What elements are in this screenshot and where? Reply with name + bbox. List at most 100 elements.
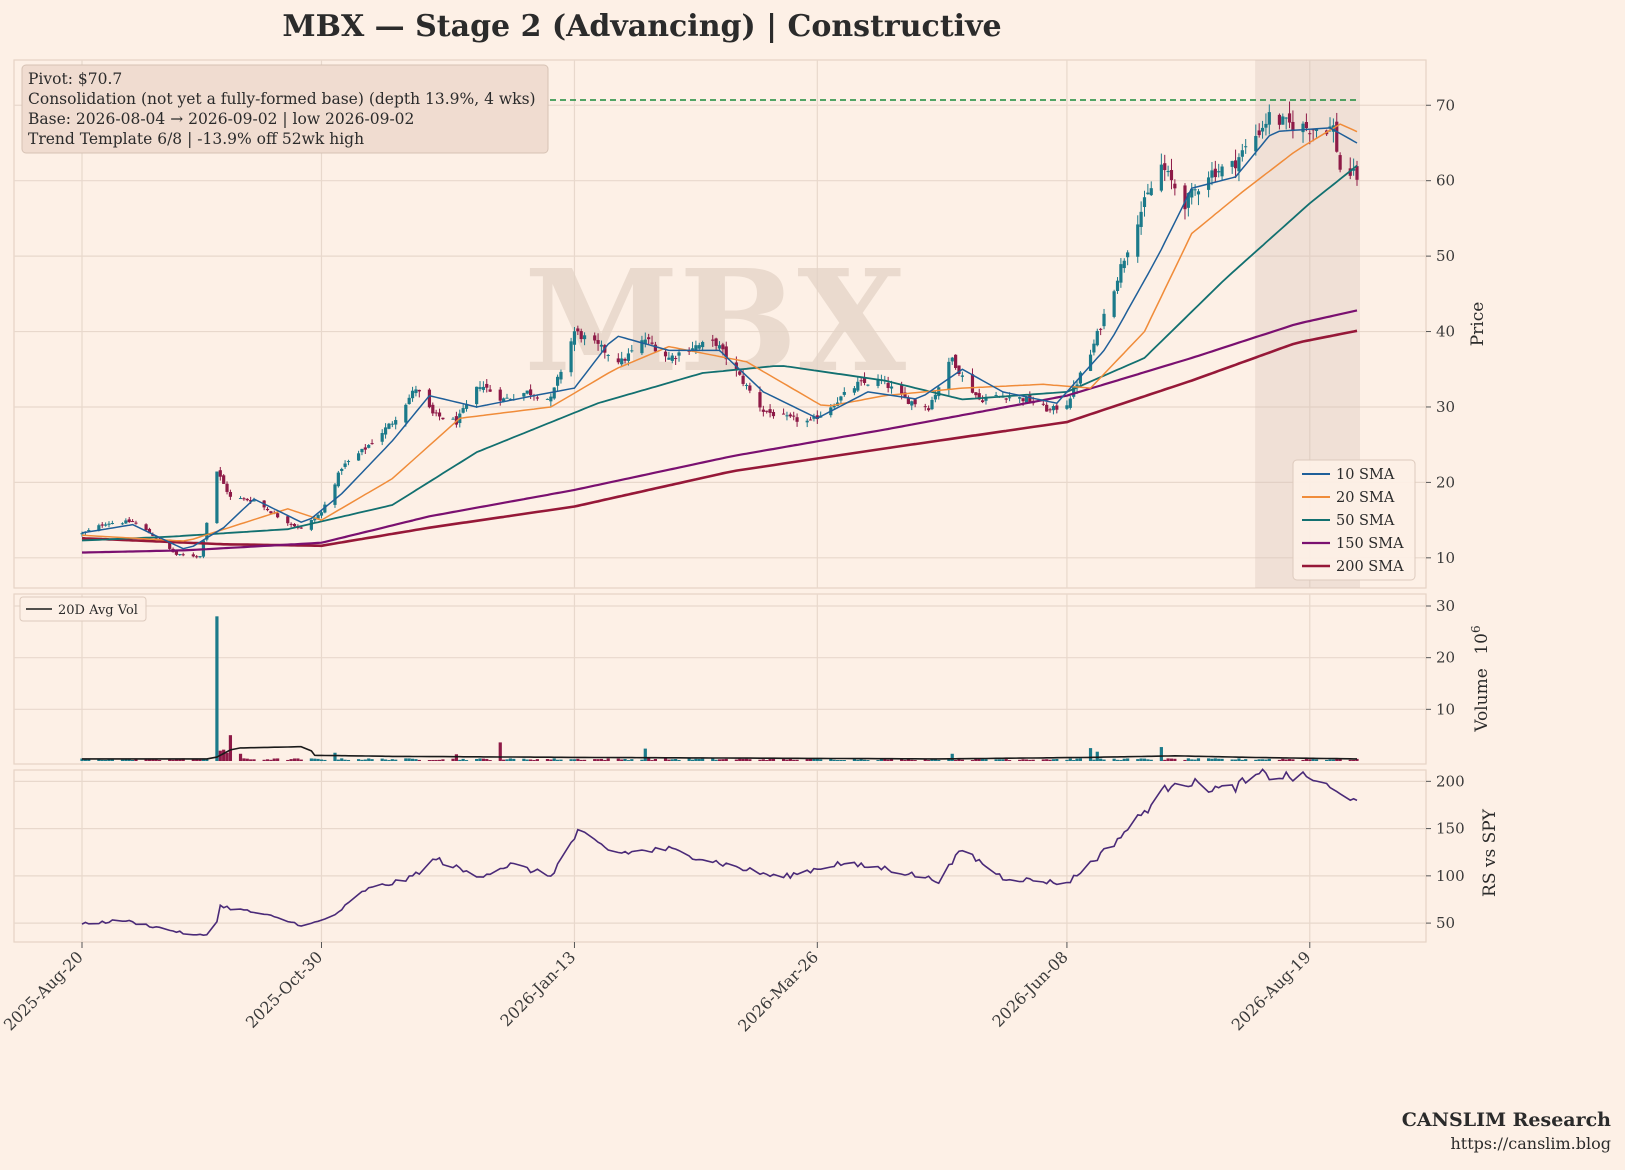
- volume-bar: [1126, 758, 1130, 761]
- candle-body: [120, 523, 125, 525]
- volume-bar: [559, 759, 563, 761]
- volume-bar: [1149, 759, 1153, 761]
- candle-body: [1092, 343, 1096, 353]
- candle-body: [427, 389, 432, 408]
- candle-body: [1007, 397, 1012, 399]
- volume-bar: [1048, 759, 1052, 761]
- volume-tick-label: 30: [1436, 597, 1455, 615]
- volume-bar: [670, 759, 674, 761]
- candle-body: [596, 340, 600, 344]
- volume-bar: [1007, 760, 1012, 761]
- volume-bar: [579, 759, 583, 761]
- volume-bar: [110, 758, 114, 761]
- candle-body: [765, 410, 769, 412]
- volume-bar: [1352, 759, 1356, 761]
- candle-body: [667, 357, 671, 360]
- candle-body: [1065, 405, 1069, 409]
- candle-body: [87, 530, 91, 532]
- candle-body: [647, 337, 651, 340]
- volume-bar: [508, 758, 512, 761]
- candle-body: [198, 556, 202, 558]
- volume-bar: [1001, 759, 1005, 761]
- candle-body: [525, 390, 529, 394]
- volume-bar: [475, 758, 479, 761]
- volume-bar: [903, 760, 907, 761]
- rs-layer: [81, 768, 1358, 937]
- candle-body: [1196, 191, 1201, 195]
- candle-body: [1260, 127, 1265, 132]
- volume-bar: [758, 759, 762, 761]
- volume-bar: [1163, 759, 1167, 761]
- volume-bar: [512, 758, 516, 761]
- candle-body: [792, 415, 796, 417]
- volume-bar: [417, 759, 421, 761]
- candle-body: [147, 528, 152, 534]
- candle-body: [363, 447, 367, 450]
- annotation-line-pivot: Pivot: $70.7: [28, 70, 122, 88]
- candle-body: [1142, 197, 1147, 208]
- volume-bar: [1018, 759, 1022, 761]
- volume-bar: [910, 759, 914, 761]
- volume-bar: [1277, 759, 1282, 761]
- volume-bar: [569, 759, 573, 761]
- volume-bar: [785, 759, 789, 761]
- volume-bar: [1284, 759, 1288, 761]
- candle-body: [1159, 164, 1163, 191]
- volume-bar: [923, 758, 927, 761]
- volume-bar: [819, 759, 823, 761]
- candle-body: [1102, 313, 1106, 327]
- candle-body: [127, 519, 131, 523]
- volume-bar: [687, 758, 691, 761]
- volume-bar: [410, 758, 415, 761]
- candle-body: [475, 386, 479, 405]
- volume-bar: [1169, 758, 1174, 761]
- candle-body: [1041, 403, 1045, 405]
- candle-body: [670, 355, 674, 361]
- volume-bar: [478, 758, 482, 761]
- candle-body: [97, 525, 101, 531]
- candle-body: [711, 339, 715, 341]
- candle-body: [640, 340, 644, 354]
- candle-body: [1149, 188, 1153, 196]
- volume-bar: [889, 758, 894, 761]
- candle-body: [346, 461, 351, 463]
- volume-bar: [960, 759, 964, 761]
- price-legend-frame: [1292, 459, 1416, 581]
- candle-body: [390, 423, 394, 425]
- volume-bar: [1173, 758, 1177, 761]
- candle-body: [434, 412, 438, 414]
- volume-bar: [640, 759, 644, 761]
- rs-tick-label: 150: [1436, 820, 1465, 838]
- volume-bar: [437, 759, 442, 761]
- volume-bar: [1142, 758, 1147, 761]
- candle-body: [252, 500, 256, 502]
- volume-bar: [1213, 758, 1217, 761]
- volume-bar: [498, 742, 502, 761]
- volume-bar: [1115, 759, 1120, 761]
- volume-bar: [748, 759, 752, 761]
- volume-bar: [535, 759, 539, 761]
- candle-body: [1068, 398, 1072, 408]
- volume-bar: [768, 758, 772, 761]
- volume-bar: [441, 759, 445, 761]
- volume-bar: [195, 759, 199, 761]
- candle-body: [387, 423, 391, 429]
- candle-body: [144, 524, 148, 531]
- volume-bar: [1004, 759, 1008, 761]
- volume-bar: [356, 759, 361, 761]
- volume-panel: [13, 593, 1427, 765]
- volume-bar: [771, 758, 776, 761]
- candle-body: [862, 377, 867, 383]
- volume-bar: [1267, 758, 1271, 761]
- avg-volume-line: [82, 745, 1357, 760]
- candle-body: [1314, 128, 1319, 131]
- volume-bar: [292, 758, 297, 761]
- volume-bar: [343, 759, 347, 761]
- candle-body: [653, 344, 658, 352]
- candle-body: [889, 386, 894, 389]
- volume-bar: [80, 758, 84, 761]
- candle-body: [1173, 183, 1177, 189]
- volume-bar: [805, 759, 809, 761]
- candle-body: [1267, 112, 1271, 125]
- volume-bar: [1338, 758, 1342, 761]
